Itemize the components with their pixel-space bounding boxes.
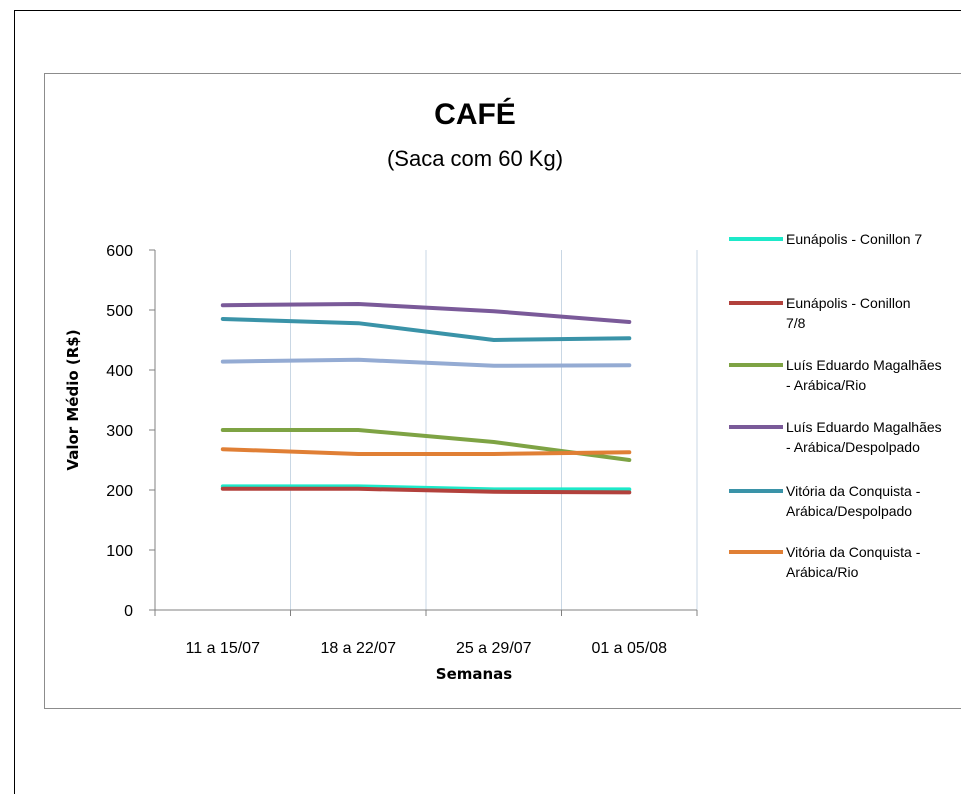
x-tick-label: 01 a 05/08 — [591, 640, 667, 657]
series-line — [220, 428, 632, 462]
x-tick-label: 11 a 15/07 — [186, 640, 261, 657]
legend-label: Luís Eduardo Magalhães - Arábica/Despolpa… — [786, 419, 942, 455]
series-line — [220, 357, 632, 368]
legend-label: Vitória da Conquista -Arábica/Rio — [786, 544, 921, 580]
sheet-border-top — [14, 10, 961, 11]
series-line — [220, 302, 632, 324]
chart-title: CAFÉ — [434, 97, 516, 131]
tick-labels: 0 100 200 300 400 500 600 11 a 15/07 18 a 22/07 2… — [106, 243, 667, 657]
legend: Eunápolis - Conillon 7 Eunápolis - Conill… — [729, 231, 942, 580]
legend-label: Vitória da Conquista -Arábica/Despolpado — [786, 483, 921, 519]
x-axis-title: Semanas — [436, 665, 513, 683]
y-tick-label: 0 — [124, 603, 133, 620]
series-line — [220, 447, 632, 456]
y-tick-label: 200 — [106, 483, 133, 500]
series-line — [220, 486, 632, 495]
y-tick-label: 100 — [106, 543, 133, 560]
axes — [149, 249, 698, 616]
y-tick-label: 500 — [106, 303, 133, 320]
sheet-border-left — [14, 10, 15, 794]
legend-label: Eunápolis - Conillon 7 — [786, 231, 922, 247]
y-tick-label: 400 — [106, 363, 133, 380]
x-tick-label: 25 a 29/07 — [456, 640, 532, 657]
chart-frame — [44, 73, 961, 709]
legend-label: Luís Eduardo Magalhães - Arábica/Rio — [786, 357, 942, 393]
y-tick-label: 300 — [106, 423, 133, 440]
y-axis-title: Valor Médio (R$) — [64, 329, 82, 470]
x-tick-label: 18 a 22/07 — [320, 640, 396, 657]
series-line — [220, 484, 632, 492]
legend-label: Eunápolis - Conillon 7/8 — [786, 295, 911, 331]
series-line — [220, 317, 632, 342]
series-lines — [220, 302, 632, 495]
chart-subtitle: (Saca com 60 Kg) — [387, 146, 563, 171]
y-tick-label: 600 — [106, 243, 133, 260]
